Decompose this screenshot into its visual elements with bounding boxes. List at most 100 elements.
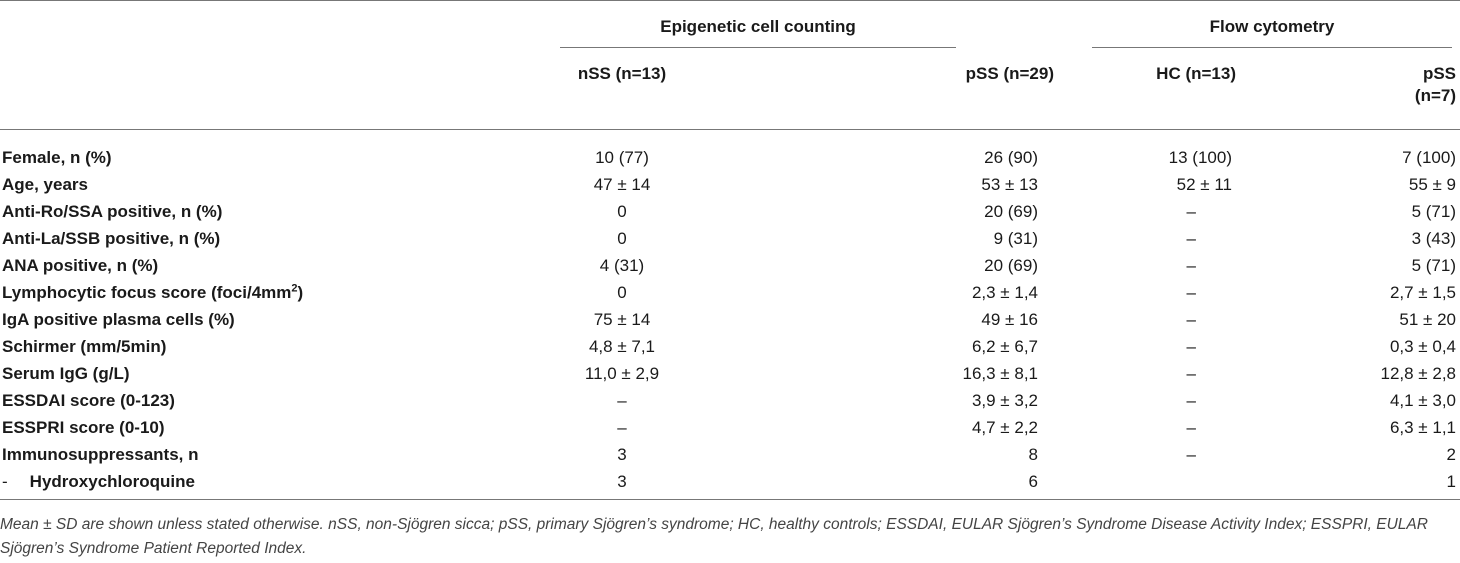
- cell-pss-flow: 51 ± 20: [1399, 310, 1456, 329]
- col-header-pss-epi: pSS (n=29): [965, 64, 1054, 83]
- cell-nss: 0: [617, 202, 627, 221]
- table-row: ESSDAI score (0-123) – 3,9 ± 3,2 – 4,1 ± 3,0: [0, 387, 1460, 414]
- table-row: Lymphocytic focus score (foci/4mm2) 0 2,3 …: [0, 279, 1460, 306]
- cell-pss-epi: 16,3 ± 8,1: [962, 364, 1039, 383]
- cell-pss-epi: 20 (69): [984, 202, 1038, 221]
- cell-pss-epi: 53 ± 13: [981, 175, 1038, 194]
- row-label: ESSDAI score (0-123): [0, 387, 432, 414]
- table-row: - Hydroxychloroquine 3 6 1: [0, 468, 1460, 500]
- cell-hc: [1084, 468, 1256, 500]
- cell-hc: –: [1186, 391, 1196, 410]
- column-header-row: nSS (n=13) pSS (n=29) HC (n=13) pSS (n=7…: [0, 51, 1460, 130]
- cell-pss-flow: 5 (71): [1411, 256, 1456, 275]
- cell-pss-flow: 4,1 ± 3,0: [1389, 391, 1456, 410]
- row-label-superscript: 2: [291, 282, 298, 295]
- row-prefix: -: [2, 472, 8, 491]
- group-header-epigenetic: Epigenetic cell counting: [432, 1, 1084, 52]
- row-label-text: Anti-La/SSB positive, n (%): [2, 229, 221, 248]
- cell-pss-epi: 6: [1028, 472, 1038, 491]
- cell-pss-epi: 3,9 ± 3,2: [971, 391, 1038, 410]
- cell-nss: 0: [617, 283, 627, 302]
- row-label-text: Age, years: [2, 175, 88, 194]
- cell-pss-epi: 49 ± 16: [981, 310, 1038, 329]
- cell-pss-flow: 2,7 ± 1,5: [1389, 283, 1456, 302]
- cell-hc: –: [1186, 337, 1196, 356]
- table-row: ANA positive, n (%) 4 (31) 20 (69) – 5 (71): [0, 252, 1460, 279]
- cell-hc: –: [1186, 364, 1196, 383]
- cell-hc: –: [1186, 283, 1196, 302]
- table-row: Immunosuppressants, n 3 8 – 2: [0, 441, 1460, 468]
- row-label-text: Female, n (%): [2, 148, 112, 167]
- cell-hc: –: [1186, 310, 1196, 329]
- cell-hc: 52 ± 11: [1176, 175, 1232, 194]
- row-label: Anti-La/SSB positive, n (%): [0, 225, 432, 252]
- cell-pss-flow: 55 ± 9: [1408, 175, 1456, 194]
- cell-hc: –: [1186, 229, 1196, 248]
- row-label: Immunosuppressants, n: [0, 441, 432, 468]
- row-label-text: ANA positive, n (%): [2, 256, 159, 275]
- cell-pss-flow: 5 (71): [1411, 202, 1456, 221]
- cell-hc: –: [1186, 256, 1196, 275]
- cell-pss-flow: 6,3 ± 1,1: [1389, 418, 1456, 437]
- cell-nss: 47 ± 14: [593, 175, 651, 194]
- characteristics-table: Epigenetic cell counting Flow cytometry …: [0, 0, 1460, 500]
- cell-pss-epi: 8: [1028, 445, 1038, 464]
- cell-nss: 0: [617, 229, 627, 248]
- row-label-end: ): [297, 283, 304, 302]
- table-row: Anti-La/SSB positive, n (%) 0 9 (31) – 3 (43…: [0, 225, 1460, 252]
- row-label: ANA positive, n (%): [0, 252, 432, 279]
- cell-nss: 75 ± 14: [593, 310, 651, 329]
- cell-pss-flow: 1: [1446, 472, 1456, 491]
- cell-pss-epi: 9 (31): [993, 229, 1038, 248]
- cell-nss: –: [617, 418, 627, 437]
- group-header-row: Epigenetic cell counting Flow cytometry: [0, 0, 1460, 52]
- table-row: IgA positive plasma cells (%) 75 ± 14 49 ±…: [0, 306, 1460, 333]
- row-label-text: Lymphocytic focus score (foci/4mm: [2, 283, 292, 302]
- row-label: Female, n (%): [0, 130, 432, 172]
- cell-nss: 4,8 ± 7,1: [588, 337, 656, 356]
- cell-pss-flow: 0,3 ± 0,4: [1389, 337, 1456, 356]
- col-header-hc: HC (n=13): [1156, 64, 1236, 83]
- cell-pss-epi: 20 (69): [984, 256, 1038, 275]
- cell-pss-flow: 3 (43): [1411, 229, 1456, 248]
- cell-pss-flow: 12,8 ± 2,8: [1380, 364, 1457, 383]
- cell-hc: –: [1186, 418, 1196, 437]
- col-header-nss: nSS (n=13): [577, 64, 667, 83]
- group-header-flow: Flow cytometry: [1084, 1, 1460, 52]
- row-label: Schirmer (mm/5min): [0, 333, 432, 360]
- row-label-text: Immunosuppressants, n: [2, 445, 199, 464]
- cell-pss-flow: 2: [1446, 445, 1456, 464]
- row-label: IgA positive plasma cells (%): [0, 306, 432, 333]
- cell-hc: 13 (100): [1168, 148, 1232, 167]
- col-header-pss-flow: pSS (n=7): [1414, 64, 1456, 105]
- table-footnote: Mean ± SD are shown unless stated otherw…: [0, 516, 1428, 557]
- table-row: Serum IgG (g/L) 11,0 ± 2,9 16,3 ± 8,1 – 12,8…: [0, 360, 1460, 387]
- cell-pss-epi: 2,3 ± 1,4: [971, 283, 1038, 302]
- row-label: - Hydroxychloroquine: [0, 468, 432, 500]
- row-label: ESSPRI score (0-10): [0, 414, 432, 441]
- cell-nss: 3: [617, 445, 627, 464]
- row-label-text: ESSPRI score (0-10): [2, 418, 165, 437]
- cell-pss-epi: 26 (90): [984, 148, 1038, 167]
- row-label-text: Hydroxychloroquine: [29, 472, 195, 491]
- table-row: ESSPRI score (0-10) – 4,7 ± 2,2 – 6,3 ± 1,1: [0, 414, 1460, 441]
- table-row: Anti-Ro/SSA positive, n (%) 0 20 (69) – 5 (7…: [0, 198, 1460, 225]
- cell-hc: –: [1186, 445, 1196, 464]
- cell-nss: 11,0 ± 2,9: [584, 364, 660, 383]
- row-label-text: Schirmer (mm/5min): [2, 337, 167, 356]
- row-label: Anti-Ro/SSA positive, n (%): [0, 198, 432, 225]
- cell-pss-epi: 6,2 ± 6,7: [971, 337, 1038, 356]
- cell-nss: 3: [617, 472, 627, 491]
- table-row: Schirmer (mm/5min) 4,8 ± 7,1 6,2 ± 6,7 – 0,3…: [0, 333, 1460, 360]
- row-label-text: IgA positive plasma cells (%): [2, 310, 235, 329]
- row-label-text: Anti-Ro/SSA positive, n (%): [2, 202, 223, 221]
- cell-nss: 10 (77): [595, 148, 649, 167]
- row-label-text: ESSDAI score (0-123): [2, 391, 175, 410]
- table-row: Age, years 47 ± 14 53 ± 13 52 ± 11 55 ± 9: [0, 171, 1460, 198]
- row-label: Lymphocytic focus score (foci/4mm2): [0, 279, 432, 306]
- cell-hc: –: [1186, 202, 1196, 221]
- cell-nss: –: [617, 391, 627, 410]
- cell-pss-flow: 7 (100): [1402, 148, 1456, 167]
- table-row: Female, n (%) 10 (77) 26 (90) 13 (100) 7 (10…: [0, 130, 1460, 172]
- row-label: Serum IgG (g/L): [0, 360, 432, 387]
